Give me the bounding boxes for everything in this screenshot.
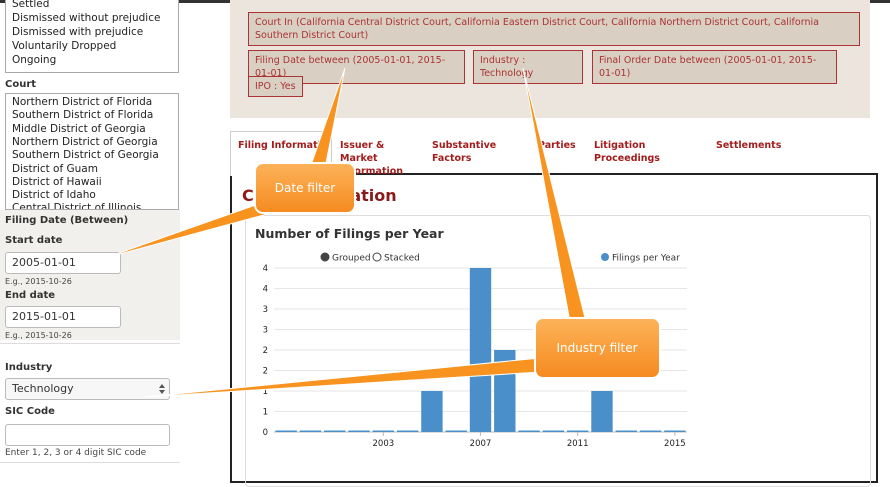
bar	[324, 430, 346, 432]
court-label: Court	[5, 79, 37, 90]
sic-input[interactable]	[5, 424, 170, 446]
industry-label: Industry	[5, 362, 53, 373]
callout-box	[254, 162, 356, 214]
status-option: Dismissed with prejudice	[12, 26, 144, 38]
bar	[518, 430, 540, 432]
court-option: District of Idaho	[12, 189, 96, 202]
tab[interactable]: Litigation Proceedings	[594, 140, 660, 164]
callout-layer: Date filter Industry filter	[104, 67, 661, 398]
legend-swatch	[601, 253, 609, 261]
bar	[469, 268, 492, 432]
bar	[542, 430, 565, 432]
end-date-label: End date	[5, 290, 56, 301]
bar	[299, 430, 322, 432]
start-date-hint: E.g., 2015-10-26	[5, 277, 72, 286]
tab[interactable]: Issuer & Market Information	[340, 140, 404, 177]
bar	[639, 430, 662, 432]
status-option: Settled	[12, 0, 50, 10]
start-date-label: Start date	[5, 235, 63, 246]
y-tick-label: 2	[263, 346, 268, 356]
court-option: Southern District of Florida	[12, 109, 154, 122]
x-tick-label: 2007	[470, 439, 492, 449]
y-tick-label: 3	[263, 305, 268, 315]
bar	[275, 430, 297, 432]
bar	[372, 430, 395, 432]
bar	[396, 430, 419, 432]
y-tick-label: 4	[263, 285, 268, 295]
y-tick-label: 0	[263, 428, 268, 438]
chart-title: Number of Filings per Year	[255, 226, 444, 241]
bar	[664, 430, 686, 432]
x-tick-label: 2003	[373, 439, 395, 449]
y-tick-label: 1	[263, 408, 268, 418]
start-date-input[interactable]: 2005-01-01	[5, 252, 121, 274]
y-tick-label: 3	[263, 326, 268, 336]
filter-tag: Court In (California Central District Co…	[248, 12, 860, 46]
status-option: Ongoing	[12, 54, 57, 66]
callout-text: Industry filter	[556, 341, 637, 355]
status-option: Dismissed without prejudice	[12, 12, 161, 24]
court-list[interactable]: Northern District of Florida Southern Dis…	[5, 93, 179, 210]
court-option: District of Hawaii	[12, 175, 102, 188]
x-tick-label: 2011	[567, 439, 589, 449]
bar	[615, 430, 637, 432]
status-list[interactable]: Settled Dismissed without prejudice Dismis…	[5, 0, 179, 73]
court-option: Middle District of Georgia	[12, 122, 146, 135]
x-tick-label: 2015	[664, 439, 686, 449]
mode-radio[interactable]	[320, 252, 330, 262]
tab[interactable]: Substantive Factors	[432, 140, 497, 164]
tab[interactable]: Settlements	[716, 140, 782, 151]
filter-tag: Industry : Technology	[473, 50, 583, 84]
court-option: Central District of Illinois	[12, 202, 142, 210]
callout-text: Date filter	[275, 181, 335, 195]
filing-date-label: Filing Date (Between)	[5, 215, 129, 226]
bar	[566, 430, 589, 432]
mode-radio[interactable]	[372, 252, 382, 262]
y-tick-label: 2	[263, 367, 268, 377]
tab[interactable]: Filing Information	[238, 140, 326, 151]
callout-pointer	[309, 67, 346, 169]
tab[interactable]: Parties	[538, 140, 576, 151]
mode-label: Grouped	[332, 254, 371, 264]
divider	[0, 343, 180, 344]
sic-label: SIC Code	[5, 406, 55, 417]
bar	[445, 430, 467, 432]
divider	[0, 462, 180, 463]
chart: Number of Filings per Year Grouped Stacked…	[255, 226, 687, 449]
sic-hint: Enter 1, 2, 3 or 4 digit SIC code	[5, 448, 147, 458]
select-arrows	[159, 384, 165, 394]
filter-tag: IPO : Yes	[248, 76, 303, 97]
bar	[591, 391, 613, 432]
y-tick-label: 1	[263, 387, 268, 397]
callout-pointer	[144, 357, 541, 398]
court-option: Northern District of Florida	[12, 96, 153, 108]
court-option: District of Guam	[12, 162, 98, 175]
industry-select[interactable]: Technology	[5, 378, 170, 400]
callout-pointer	[522, 67, 587, 323]
legend-label: Filings per Year	[612, 254, 680, 264]
end-date-hint: E.g., 2015-10-26	[5, 331, 72, 340]
bar	[348, 430, 370, 432]
bar	[421, 391, 443, 432]
y-tick-label: 4	[263, 264, 268, 274]
court-option: Northern District of Georgia	[12, 135, 158, 148]
status-option: Voluntarily Dropped	[12, 40, 117, 52]
callout-box	[534, 317, 661, 379]
filter-tag: Final Order Date between (2005-01-01, 20…	[592, 50, 837, 84]
court-option: Southern District of Georgia	[12, 149, 159, 162]
mode-label: Stacked	[384, 254, 420, 264]
end-date-input[interactable]: 2015-01-01	[5, 306, 121, 328]
